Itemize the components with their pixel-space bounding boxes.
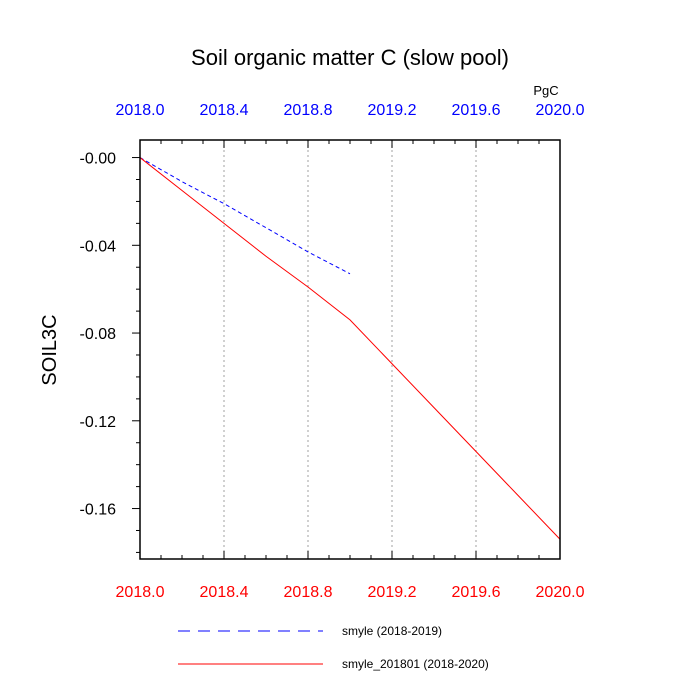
- y-tick-label: -0.08: [80, 326, 117, 343]
- x-tick-label-bottom: 2020.0: [536, 584, 585, 601]
- x-tick-label-bottom: 2018.8: [284, 584, 333, 601]
- plot-frame: [139, 139, 561, 560]
- x-tick-label-bottom: 2019.2: [368, 584, 417, 601]
- legend: smyle (2018-2019) smyle_201801 (2018-2020…: [178, 624, 489, 671]
- x-tick-label-top: 2018.4: [200, 102, 249, 119]
- chart-title: Soil organic matter C (slow pool): [191, 45, 509, 70]
- axis-layer: 2018.0 2018.0 2018.4 2018.4 2018.8 2018.8 2019…: [80, 102, 585, 601]
- series-layer: [139, 157, 561, 540]
- x-tick-label-top: 2019.6: [452, 102, 501, 119]
- series-line-2: [139, 157, 561, 540]
- grid-layer: [223, 140, 477, 559]
- x-tick-label-top: 2020.0: [536, 102, 585, 119]
- legend-label-2: smyle_201801 (2018-2020): [342, 657, 489, 671]
- x-tick-label-top: 2018.8: [284, 102, 333, 119]
- y-tick-label: -0.16: [80, 502, 117, 519]
- legend-label-1: smyle (2018-2019): [342, 624, 442, 638]
- x-tick-label-bottom: 2019.6: [452, 584, 501, 601]
- y-tick-label: -0.04: [80, 238, 117, 255]
- x-tick-label-top: 2019.2: [368, 102, 417, 119]
- x-tick-label-bottom: 2018.0: [116, 584, 165, 601]
- units-label: PgC: [533, 83, 558, 98]
- x-tick-label-top: 2018.0: [116, 102, 165, 119]
- x-tick-label-bottom: 2018.4: [200, 584, 249, 601]
- y-axis-label: SOIL3C: [39, 314, 61, 385]
- y-tick-label: -0.12: [80, 414, 117, 431]
- y-tick-label: -0.00: [80, 151, 117, 168]
- series-line-1: [139, 157, 351, 275]
